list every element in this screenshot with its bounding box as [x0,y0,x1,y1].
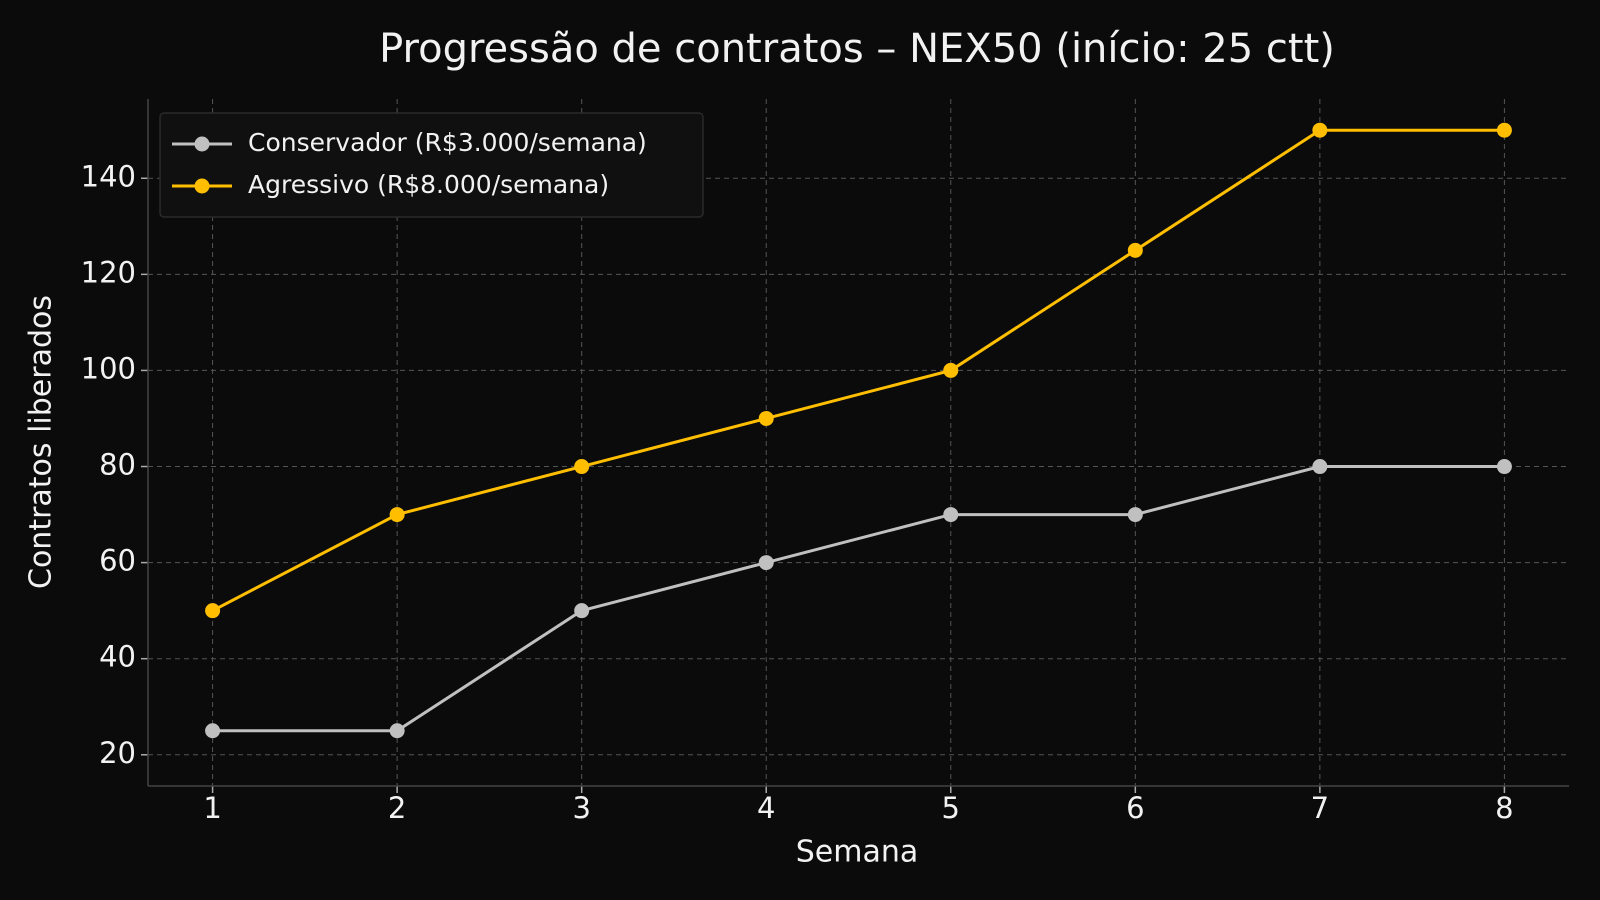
point [205,603,221,619]
y-tick-label: 80 [99,448,136,482]
point [574,459,590,475]
point [943,362,959,378]
y-tick-label: 140 [81,159,136,193]
y-axis-label: Contratos liberados [24,295,59,589]
series-line [211,128,1505,612]
point [574,603,590,619]
point [205,723,221,739]
point [389,723,405,739]
x-tick-label: 4 [757,791,775,825]
legend-label: Agressivo (R$8.000/semana) [248,170,609,199]
y-tick-label: 120 [81,255,136,289]
y-tick-label: 60 [99,544,136,578]
x-tick-label: 8 [1495,791,1513,825]
point [1496,122,1512,138]
x-tick-label: 6 [1126,791,1144,825]
point [1312,459,1328,475]
y-tick-label: 20 [99,736,136,770]
chart-title: Progressão de contratos – NEX50 (início:… [379,26,1335,72]
point [758,555,774,571]
point [389,507,405,523]
point [758,410,774,426]
point [943,507,959,523]
point [1127,507,1143,523]
point [1312,122,1328,138]
x-tick-label: 1 [203,791,221,825]
x-tick-label: 7 [1311,791,1329,825]
legend-marker [194,136,210,152]
x-tick-label: 2 [388,791,406,825]
legend-label: Conservador (R$3.000/semana) [248,128,647,157]
legend-box [159,112,704,218]
legend-marker [194,178,210,194]
point [1496,459,1512,475]
point [1127,242,1143,258]
x-tick-label: 5 [942,791,960,825]
series-line [212,465,1505,733]
x-axis-label: Semana [796,835,919,870]
y-tick-label: 40 [99,640,136,674]
x-tick-label: 3 [572,791,590,825]
y-tick-label: 100 [81,351,136,385]
